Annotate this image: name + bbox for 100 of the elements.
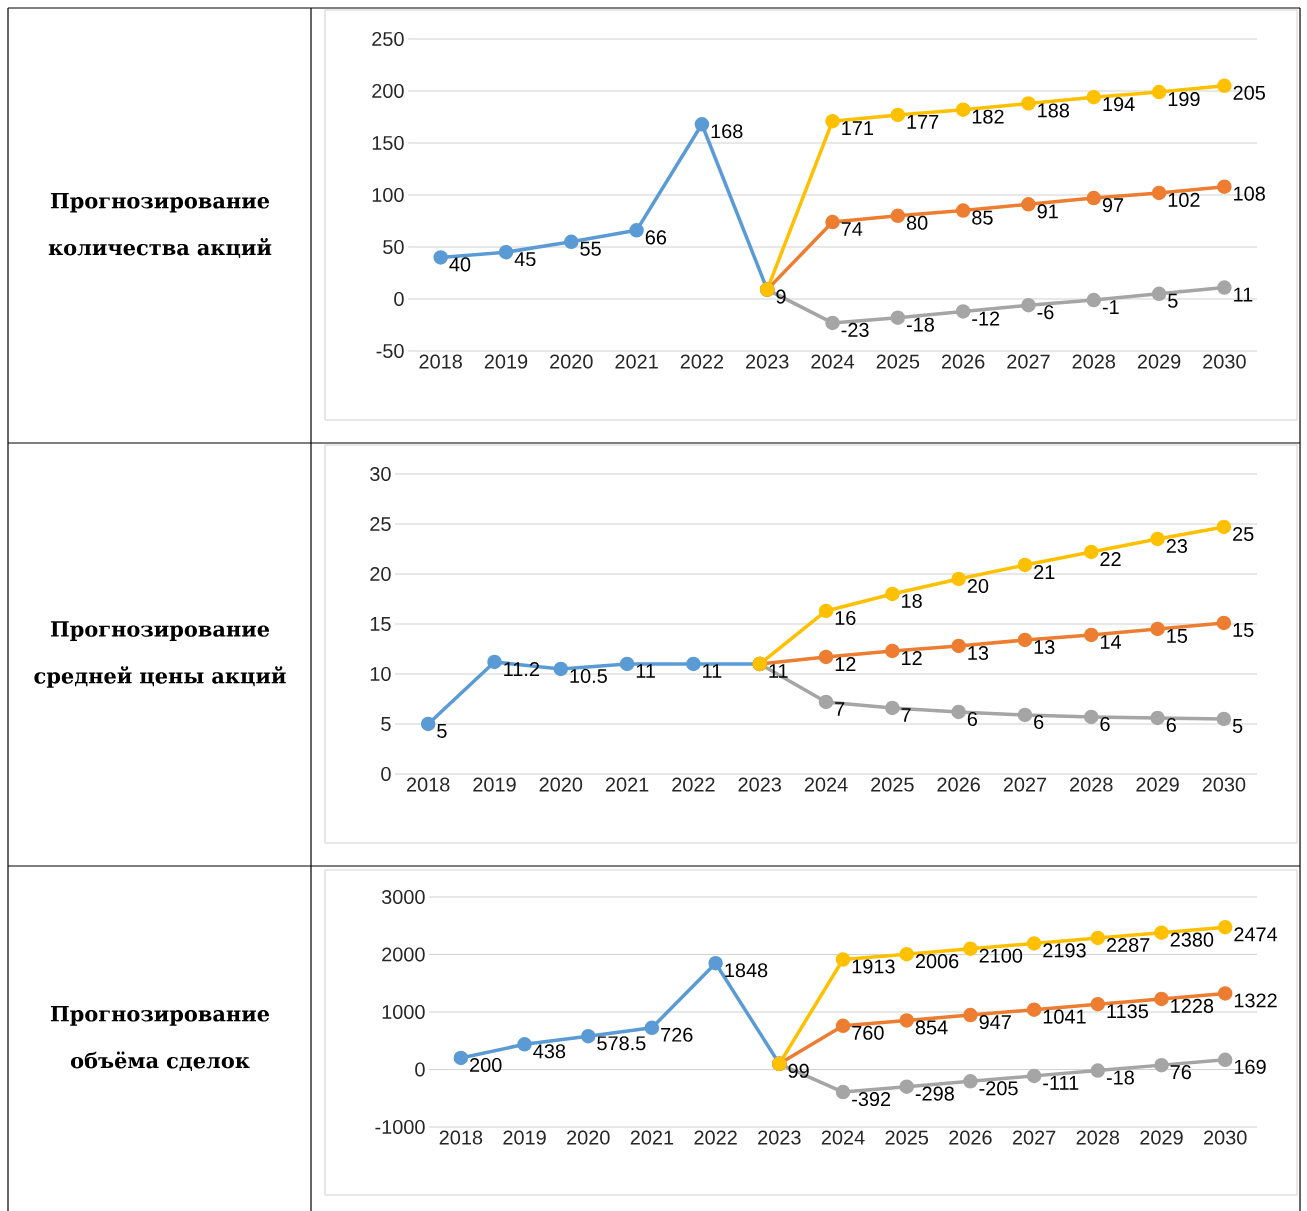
data-label: -12 [972,311,1000,326]
data-label: -18 [906,317,934,332]
x-tick-label: 2027 [1003,777,1047,792]
data-label: 15 [1233,623,1254,637]
data-label: 182 [972,109,1004,124]
data-label: 169 [1234,1059,1266,1074]
x-tick-label: 2021 [615,354,658,369]
x-tick-label: 2030 [1203,354,1246,369]
y-tick-label: 15 [370,617,391,631]
data-label: 9 [776,289,786,304]
y-tick-label: 100 [372,187,404,203]
data-label: 91 [1037,204,1058,219]
y-tick-label: 0 [394,291,404,307]
data-label: 171 [842,121,873,135]
data-label: 205 [1233,85,1265,100]
x-tick-label: 2020 [550,354,593,369]
data-label: 5 [1168,293,1178,308]
data-label: 2006 [915,954,959,969]
data-label: 99 [788,1063,809,1078]
data-label: 11 [636,664,656,678]
x-tick-label: 2018 [407,777,450,792]
data-label: 438 [533,1044,566,1059]
data-label: -23 [841,322,869,337]
x-tick-label: 2029 [1136,777,1179,792]
data-label: 5 [1232,719,1243,733]
x-tick-label: 2019 [503,1130,546,1145]
x-tick-label: 2024 [821,1130,865,1145]
y-tick-label: 20 [370,566,391,582]
data-label: 13 [1034,639,1055,655]
data-label: 6 [1100,716,1110,732]
data-label: 1848 [725,963,768,978]
data-label: 18 [902,593,922,609]
data-label: 22 [1100,552,1121,566]
x-tick-label: 2029 [1137,354,1181,369]
data-label: 45 [514,252,536,267]
data-label: 6 [1166,717,1176,733]
data-label: 11 [769,664,788,678]
data-label: 97 [1102,198,1124,213]
x-tick-label: 2029 [1140,1130,1183,1145]
y-tick-label: 200 [372,83,404,99]
data-label: 7 [901,708,911,722]
x-tick-label: 2024 [811,354,855,369]
data-label: 108 [1234,186,1265,201]
y-tick-label: 30 [370,466,391,482]
data-label: 11.2 [504,662,539,676]
chart-title: Прогнозирование средней цены акций [34,621,286,688]
data-label: 7 [835,702,845,716]
data-label: 11 [703,664,722,678]
y-tick-label: 150 [372,135,404,151]
data-label: -392 [852,1091,891,1107]
data-label: 6 [967,711,978,727]
data-label: -18 [1106,1070,1134,1085]
x-tick-label: 2024 [804,777,848,792]
data-label: 1322 [1234,993,1277,1008]
y-tick-label: 5 [381,717,391,731]
x-tick-label: 2023 [738,777,781,792]
x-tick-label: 2018 [419,354,462,369]
x-tick-label: 2025 [885,1130,929,1145]
data-label: 726 [661,1027,693,1042]
data-label: 80 [906,215,928,230]
data-label: 188 [1038,103,1070,118]
data-label: -111 [1043,1076,1079,1090]
x-tick-label: 2026 [949,1130,992,1145]
x-tick-label: 2019 [484,354,528,369]
x-tick-label: 2020 [539,777,583,792]
data-label: 25 [1233,526,1254,542]
data-label: 16 [835,610,856,626]
x-tick-label: 2018 [439,1130,483,1145]
y-tick-label: 0 [415,1062,425,1077]
data-label: 11 [1234,287,1253,302]
data-label: -205 [979,1081,1018,1096]
data-label: 6 [1034,714,1044,730]
y-tick-label: -50 [376,343,404,359]
data-label: 168 [711,124,743,139]
x-tick-label: 2023 [746,354,789,369]
y-tick-label: 3000 [381,889,425,905]
data-label: 760 [852,1025,884,1040]
y-tick-label: 0 [381,766,391,782]
data-label: 10.5 [570,668,607,684]
chart-title: Прогнозирование количества акций [48,193,272,258]
x-tick-label: 2027 [1012,1130,1056,1145]
data-label: -298 [915,1086,954,1101]
data-label: 12 [902,651,922,665]
data-label: 2100 [979,948,1023,963]
data-label: 13 [968,645,989,661]
data-label: 2287 [1107,937,1150,953]
x-tick-label: 2025 [871,777,914,792]
x-tick-label: 2028 [1070,777,1113,792]
data-label: 1228 [1171,998,1214,1013]
x-tick-label: 2025 [876,354,920,369]
data-label: 66 [645,230,667,245]
data-label: 1135 [1107,1004,1149,1019]
x-tick-label: 2023 [758,1130,801,1145]
data-label: 177 [907,115,939,129]
x-tick-label: 2030 [1204,1130,1247,1145]
data-label: 2380 [1170,932,1214,947]
data-label: 55 [580,241,601,256]
y-tick-label: -1000 [375,1119,425,1135]
data-label: 102 [1168,192,1200,207]
data-label: 854 [915,1020,948,1035]
